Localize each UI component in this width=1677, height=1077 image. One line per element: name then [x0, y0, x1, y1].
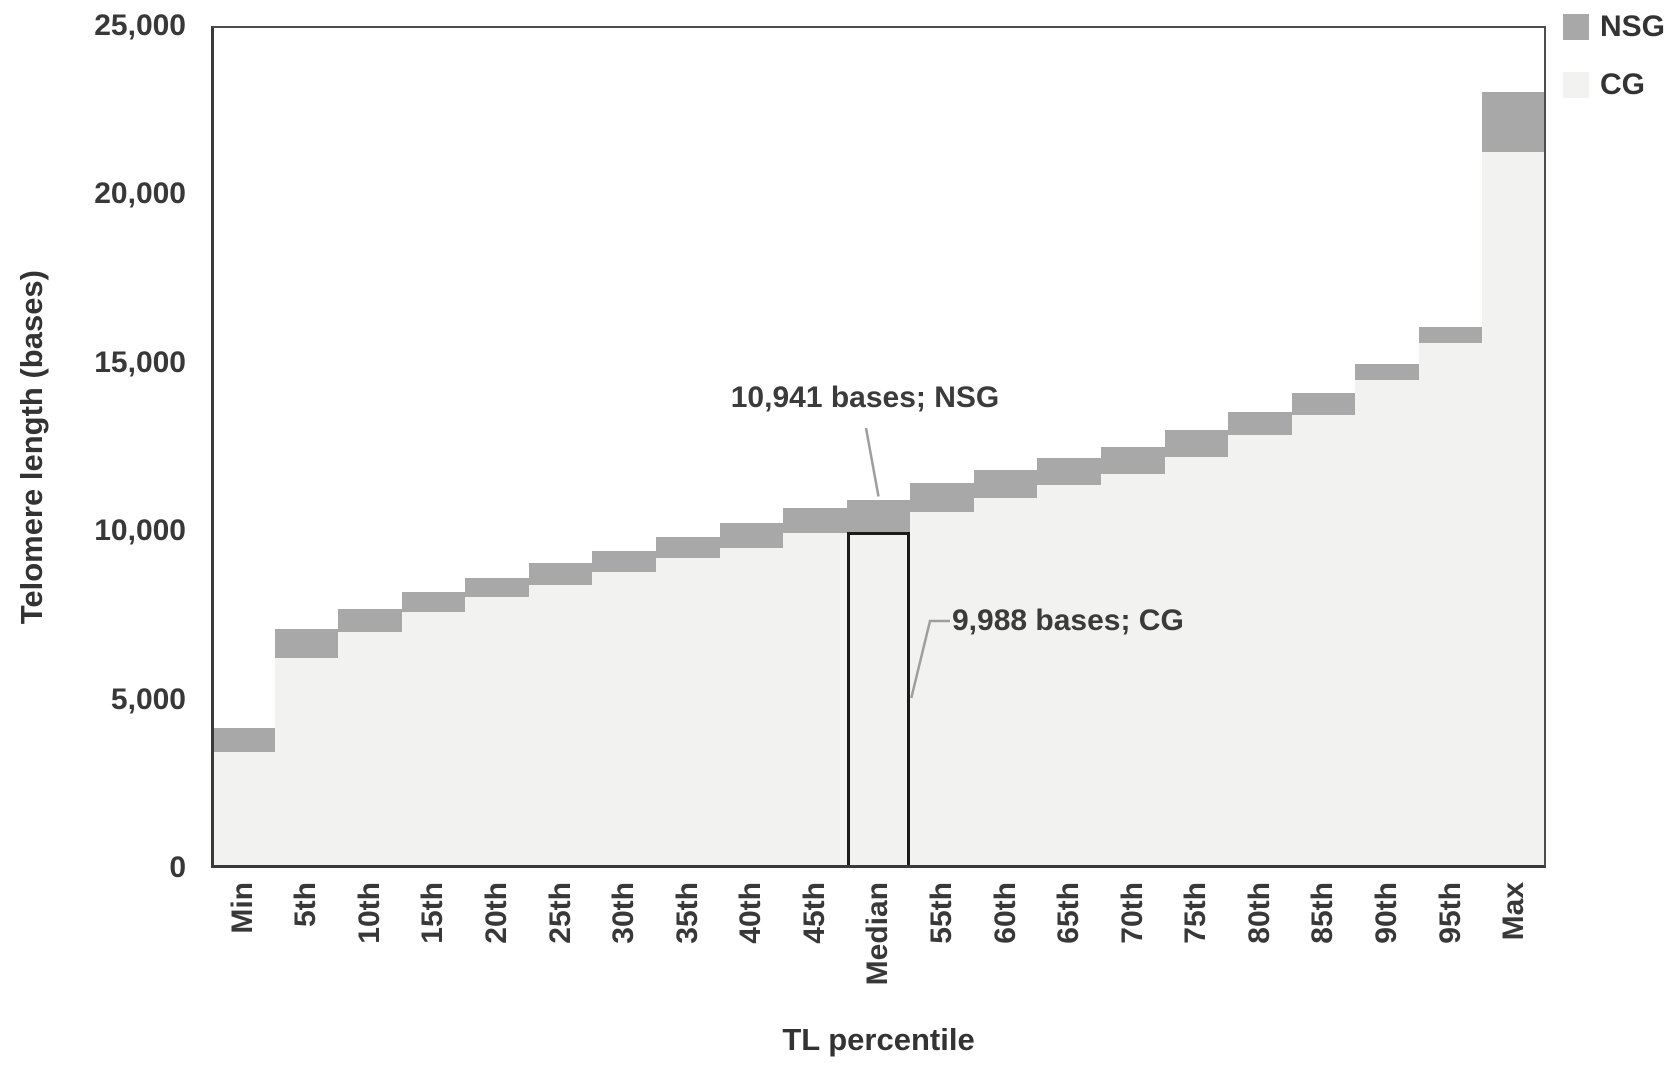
x-tick-label-75th: 75th — [1165, 882, 1229, 944]
y-tick-label-15000: 15,000 — [94, 345, 186, 379]
x-tick-label-95th: 95th — [1419, 882, 1483, 944]
y-axis-title: Telomere length (bases) — [6, 26, 58, 868]
bar-cg-40th — [719, 548, 784, 868]
x-tick-label-65th: 65th — [1037, 882, 1101, 944]
x-tick-label-text: 45th — [797, 882, 831, 944]
x-tick-label-text: 20th — [480, 882, 514, 944]
bar-cg-70th — [1101, 473, 1165, 868]
x-tick-label-55th: 55th — [910, 882, 974, 944]
x-tick-label-40th: 40th — [720, 882, 784, 944]
x-tick-label-90th: 90th — [1355, 882, 1419, 944]
y-axis-title-text: Telomere length (bases) — [14, 269, 49, 625]
bar-cg-65th — [1037, 485, 1101, 868]
x-tick-label-35th: 35th — [656, 882, 720, 944]
x-tick-label-text: 60th — [988, 882, 1022, 944]
x-tick-label-text: 10th — [352, 882, 386, 944]
x-tick-label-text: 30th — [607, 882, 641, 944]
bar-cg-20th — [465, 596, 529, 868]
x-tick-label-text: 65th — [1052, 882, 1086, 944]
legend-label-cg: CG — [1600, 68, 1645, 101]
bar-cg-max — [1482, 152, 1546, 868]
bar-cg-10th — [338, 632, 402, 868]
x-tick-label-25th: 25th — [529, 882, 593, 944]
legend-item-nsg: NSG — [1563, 10, 1665, 44]
x-tick-label-10th: 10th — [338, 882, 402, 944]
bar-cg-35th — [656, 558, 720, 868]
x-tick-label-text: Max — [1497, 882, 1531, 941]
x-tick-label-min: Min — [211, 882, 275, 934]
bar-cg-min — [211, 751, 275, 868]
legend-label-nsg: NSG — [1600, 10, 1666, 43]
x-tick-label-text: 55th — [925, 882, 959, 944]
annotation-median-nsg: 10,941 bases; NSG — [730, 381, 1000, 414]
x-tick-label-70th: 70th — [1101, 882, 1165, 944]
x-tick-label-max: Max — [1482, 882, 1546, 940]
bar-cg-55th — [910, 512, 974, 868]
y-tick-label-25000: 25,000 — [94, 9, 186, 42]
x-tick-label-45th: 45th — [783, 882, 847, 944]
y-tick-label-0: 0 — [169, 851, 186, 884]
x-tick-label-30th: 30th — [592, 882, 656, 944]
bar-cg-90th — [1355, 379, 1419, 868]
x-tick-label-text: 85th — [1306, 882, 1340, 944]
bar-cg-45th — [783, 532, 847, 868]
plot-area — [211, 26, 1546, 868]
x-tick-label-text: 70th — [1115, 882, 1149, 944]
cg-series-swatch-icon — [1563, 72, 1589, 98]
x-tick-label-15th: 15th — [402, 882, 466, 944]
bar-cg-80th — [1228, 435, 1292, 868]
x-tick-label-text: 35th — [670, 882, 704, 944]
bar-cg-5th — [274, 657, 339, 868]
x-tick-label-text: Min — [225, 882, 259, 934]
bar-cg-median — [846, 531, 911, 868]
x-tick-label-text: 80th — [1242, 882, 1276, 944]
y-tick-label-20000: 20,000 — [94, 177, 186, 211]
nsg-series-swatch-icon — [1563, 14, 1589, 40]
x-tick-label-text: 40th — [734, 882, 768, 944]
x-tick-label-text: 5th — [289, 882, 323, 927]
x-tick-label-median: Median — [847, 882, 911, 985]
x-tick-label-text: 95th — [1433, 882, 1467, 944]
bar-cg-25th — [528, 585, 593, 868]
annotation-median-cg: 9,988 bases; CG — [952, 604, 1184, 637]
bar-cg-30th — [592, 571, 656, 868]
x-tick-label-5th: 5th — [275, 882, 339, 927]
x-tick-label-60th: 60th — [974, 882, 1038, 944]
y-tick-label-10000: 10,000 — [94, 514, 186, 548]
legend-item-cg: CG — [1563, 68, 1665, 102]
x-tick-label-85th: 85th — [1292, 882, 1356, 944]
y-tick-label-5000: 5,000 — [110, 682, 186, 716]
x-axis-title: TL percentile — [782, 1022, 975, 1057]
x-tick-label-text: 90th — [1370, 882, 1404, 944]
bar-cg-85th — [1291, 415, 1356, 868]
x-tick-label-80th: 80th — [1228, 882, 1292, 944]
x-tick-label-text: Median — [861, 882, 895, 986]
x-tick-label-text: 25th — [543, 882, 577, 944]
x-tick-label-text: 75th — [1179, 882, 1213, 944]
bar-cg-75th — [1164, 457, 1229, 868]
bar-cg-95th — [1418, 342, 1483, 868]
bar-cg-60th — [973, 497, 1038, 868]
legend: NSG CG — [1563, 10, 1665, 126]
x-tick-label-20th: 20th — [465, 882, 529, 944]
x-tick-label-text: 15th — [416, 882, 450, 944]
bar-cg-15th — [401, 612, 466, 868]
